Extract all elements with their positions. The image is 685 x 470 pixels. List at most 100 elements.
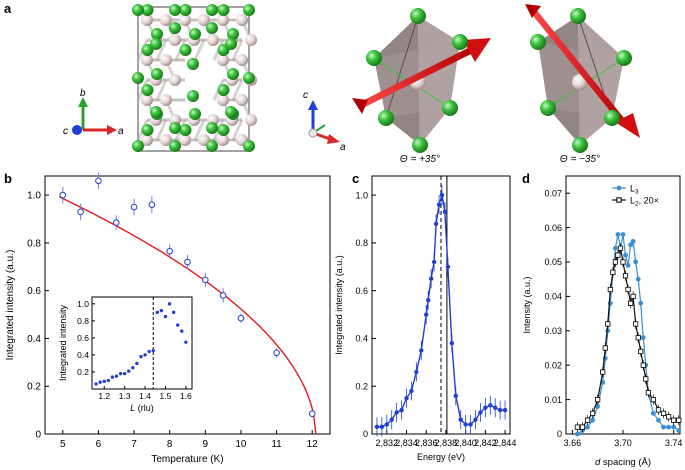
inset-y-tick-label: 0.2	[77, 367, 89, 377]
l3-data-point	[613, 245, 618, 251]
x-tick-label: 2,836	[415, 438, 438, 448]
data-point	[184, 258, 191, 266]
y-tick-label: 0.02	[544, 360, 562, 370]
halide-atom	[141, 4, 154, 16]
l2-data-point	[622, 273, 629, 279]
inset-y-tick-label: 0.6	[77, 333, 89, 343]
y-tick-label: 0	[363, 429, 368, 439]
halide-atom	[169, 122, 181, 134]
panel-label-b: b	[4, 171, 12, 186]
axis-label-b: b	[80, 88, 86, 99]
data-point	[449, 341, 455, 346]
y-tick-label: 0.07	[544, 188, 562, 198]
x-tick-label: 3.66	[564, 438, 582, 448]
x-axis-label: Energy (eV)	[417, 452, 465, 462]
x-tick-label: 9	[203, 439, 209, 450]
halide-atom	[132, 4, 144, 16]
x-axis-label: Temperature (K)	[151, 454, 223, 465]
inset-data-point	[159, 308, 164, 313]
data-point	[478, 410, 483, 415]
metal-atom	[236, 54, 248, 66]
halide-atom	[187, 90, 199, 102]
l2-data-point	[643, 376, 649, 382]
data-point	[488, 403, 493, 408]
l2-data-point	[666, 414, 672, 420]
data-point	[384, 422, 389, 427]
chart-b-inset: 1.2 1.3 1.4 1.5 1.6 0.2 0.4 0.6 0.8 1.0 L (rlu) Int…	[52, 293, 196, 419]
y-axis-label: Integrated intensity (a.u.)	[5, 250, 16, 361]
y-axis-label: Integrated intensity (a.u.)	[334, 255, 344, 355]
y-tick-label: 0.8	[27, 238, 41, 249]
inset-data-point	[114, 374, 119, 378]
halide-atom	[217, 4, 230, 16]
l2-data-point	[635, 335, 641, 341]
inset-x-tick-label: 1.3	[119, 391, 131, 401]
octahedron-plus35: Θ = +35°	[352, 8, 491, 165]
x-tick-label: 2,840	[454, 438, 477, 448]
l2-data-point	[590, 410, 596, 416]
l2-data-point	[630, 293, 636, 300]
data-point	[463, 422, 468, 427]
halide-atom	[169, 22, 181, 34]
y-axis-label: Intensity (a.u.)	[522, 276, 532, 333]
halide-atom	[132, 72, 144, 84]
y-tick-label: 0.4	[27, 334, 41, 345]
halide-atom	[187, 58, 199, 70]
y-tick-label: 0	[557, 429, 562, 439]
l3-data-point	[623, 252, 628, 258]
x-tick-label: 7	[131, 439, 137, 450]
halide-atom	[227, 68, 239, 80]
halide-atom	[169, 140, 181, 152]
halide-atom	[179, 4, 192, 16]
data-point	[414, 369, 419, 375]
data-point	[404, 395, 409, 401]
l2-data-point	[633, 321, 639, 327]
x-tick-label: 2,832	[376, 438, 399, 448]
l2-data-point	[605, 321, 611, 327]
data-point	[502, 407, 508, 413]
y-tick-label: 0.6	[27, 286, 41, 297]
inset-x-tick-label: 1.5	[160, 391, 172, 401]
chart-d-dspacing: 3.66 3.70 3.74 0 0.01 0.02 0.03 0.04 0.05 0.06 0.0…	[522, 175, 682, 468]
axes-triad-ab: b c a	[63, 88, 124, 137]
halide-atom	[206, 122, 218, 134]
panel-label-d: d	[522, 171, 530, 186]
inset-data-point	[143, 353, 147, 357]
x-tick-label: 5	[60, 439, 66, 450]
inset-x-tick-label: 1.6	[180, 391, 192, 401]
metal-atom	[141, 134, 153, 146]
l3-data-point	[666, 424, 671, 430]
legend-label: L3	[630, 184, 639, 196]
inset-data-point	[102, 379, 106, 384]
metal-atom	[160, 94, 172, 106]
axes-triad-ca: c a	[303, 90, 346, 153]
metal-atom	[217, 14, 229, 26]
legend-marker	[616, 197, 622, 203]
data-point	[379, 424, 385, 430]
inset-y-tick-label: 1.0	[77, 299, 89, 309]
metal-atom	[236, 94, 248, 106]
halide-atom	[227, 28, 239, 40]
plot-frame	[565, 175, 681, 435]
inset-data-point	[155, 310, 160, 315]
l2-data-point	[625, 286, 631, 293]
lattice-bond	[231, 79, 244, 101]
y-tick-label: 0.6	[355, 286, 368, 296]
halide-atom	[189, 28, 201, 40]
x-tick-label: 6	[96, 439, 102, 450]
inset-data-point	[176, 323, 180, 327]
plot-frame	[44, 175, 331, 435]
halide-atom	[243, 4, 255, 16]
crystal-lattice	[132, 4, 257, 152]
data-point	[425, 298, 431, 303]
l2-data-point	[640, 362, 646, 368]
halide-atom	[217, 124, 230, 136]
data-point	[428, 276, 434, 281]
legend-label: L2, 20×	[630, 196, 659, 208]
halide-atom	[141, 124, 154, 136]
moment-arrow-plus35	[352, 38, 491, 114]
chart-b-temperature: 5 6 7 8 9 10 11 12 0 0.2 0.4 0.6 0.8 1.0 Temperature (…	[5, 172, 331, 465]
data-point	[439, 192, 445, 198]
l2-data-point	[671, 417, 677, 423]
metal-atom	[141, 94, 153, 106]
